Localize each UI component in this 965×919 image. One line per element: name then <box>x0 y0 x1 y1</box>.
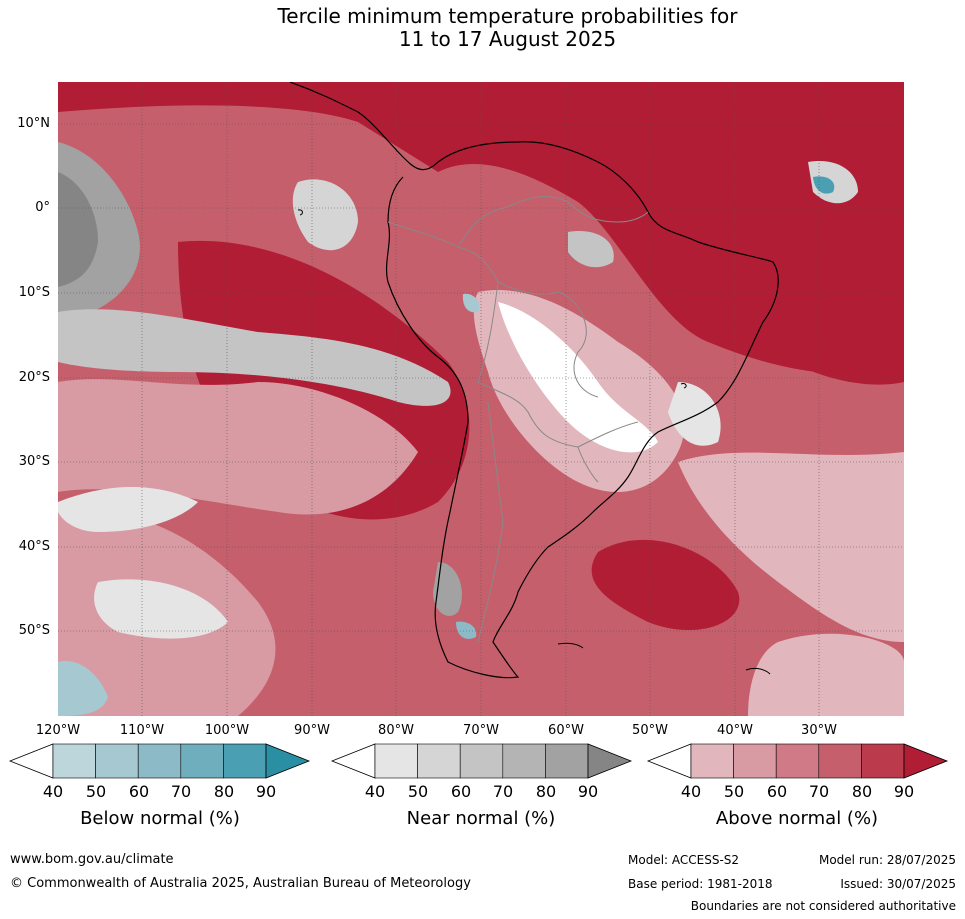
colorbar-near-normal <box>330 743 633 779</box>
lat-label: 10°N <box>17 116 50 131</box>
tick-label: 40 <box>42 782 64 801</box>
tick-label: 70 <box>808 782 830 801</box>
lon-label: 100°W <box>204 723 250 738</box>
lat-label: 50°S <box>18 623 50 638</box>
disclaimer-text: Boundaries are not considered authoritat… <box>690 899 956 913</box>
lon-label: 70°W <box>463 723 499 738</box>
region-near-50-equator <box>292 179 358 251</box>
lat-label: 0° <box>35 200 50 215</box>
tick-label: 80 <box>213 782 235 801</box>
region-no-signal-interior <box>498 302 658 453</box>
colorbar-arrow-right <box>265 743 311 779</box>
colorbar-below-normal <box>8 743 311 779</box>
base-period-text: Base period: 1981-2018 <box>628 877 773 891</box>
region-above-50-pacific <box>58 379 418 515</box>
lon-label: 90°W <box>294 723 330 738</box>
tick-label: 80 <box>535 782 557 801</box>
region-near-90-west <box>58 172 98 287</box>
tick-label: 70 <box>170 782 192 801</box>
lat-label: 30°S <box>18 454 50 469</box>
region-below-80-northeast <box>813 176 835 194</box>
lat-label: 10°S <box>18 285 50 300</box>
probability-map <box>58 82 904 716</box>
tick-label: 60 <box>128 782 150 801</box>
colorbar-title-below: Below normal (%) <box>80 808 240 829</box>
colorbar-segment <box>502 743 546 779</box>
lon-label: 60°W <box>548 723 584 738</box>
tick-label: 90 <box>577 782 599 801</box>
colorbar-segment <box>775 743 820 779</box>
colorbar-segment <box>545 743 589 779</box>
tick-label: 50 <box>723 782 745 801</box>
region-near-60-guiana <box>568 231 614 268</box>
colorbar-segment <box>733 743 777 779</box>
model-text: Model: ACCESS-S2 <box>628 853 740 867</box>
colorbar-above-normal <box>646 743 949 779</box>
lon-label: 50°W <box>632 723 668 738</box>
model-run-text: Model run: 28/07/2025 <box>818 853 956 867</box>
colorbar-segment <box>374 743 418 779</box>
tick-label: 60 <box>766 782 788 801</box>
tick-label: 40 <box>680 782 702 801</box>
region-near-80-chile <box>433 562 462 616</box>
tick-label: 50 <box>407 782 429 801</box>
copyright-text: © Commonwealth of Australia 2025, Austra… <box>10 876 471 891</box>
region-near-40-pacific-south <box>94 579 228 639</box>
lon-label: 30°W <box>801 723 837 738</box>
region-below-50-southwest <box>58 661 108 716</box>
colorbar-arrow-left <box>330 743 376 779</box>
region-above-40-south <box>748 633 904 716</box>
tick-label: 80 <box>851 782 873 801</box>
website-link[interactable]: www.bom.gov.au/climate <box>10 852 174 867</box>
colorbar-segment <box>861 743 905 779</box>
issued-text: Issued: 30/07/2025 <box>840 877 956 891</box>
region-above-90-east-atlantic <box>758 230 904 385</box>
colorbar-arrow-left <box>8 743 54 779</box>
colorbar-title-near: Near normal (%) <box>406 808 556 829</box>
colorbar-segment <box>137 743 182 779</box>
tick-label: 90 <box>893 782 915 801</box>
colorbar-arrow-right <box>587 743 633 779</box>
colorbar-segment <box>417 743 461 779</box>
colorbar-segment <box>818 743 862 779</box>
tick-label: 50 <box>85 782 107 801</box>
colorbar-title-above: Above normal (%) <box>715 808 879 829</box>
colorbar-segment <box>459 743 504 779</box>
chart-title: Tercile minimum temperature probabilitie… <box>0 5 965 51</box>
country-borders <box>387 196 649 643</box>
region-below-50-peru <box>462 293 480 313</box>
lon-label: 40°W <box>717 723 753 738</box>
lon-label: 110°W <box>119 723 165 738</box>
region-near-40-southwest <box>58 487 198 532</box>
islands <box>297 209 771 675</box>
map-canvas <box>58 82 904 716</box>
colorbar-segment <box>690 743 734 779</box>
region-near-50-northeast <box>808 161 858 204</box>
coastline-south-america <box>289 82 779 679</box>
lon-label: 80°W <box>378 723 414 738</box>
colorbar-segment <box>52 743 96 779</box>
region-near-40-brazil-coast <box>668 382 721 446</box>
colorbar-arrow-left <box>646 743 692 779</box>
region-above-90-north <box>58 82 904 375</box>
tick-label: 70 <box>492 782 514 801</box>
colorbar-segment <box>180 743 224 779</box>
region-above-90-south-atlantic <box>591 539 740 631</box>
colorbar-segment <box>95 743 139 779</box>
region-near-60-band <box>58 309 451 406</box>
colorbar-segment <box>223 743 267 779</box>
title-line-2: 11 to 17 August 2025 <box>398 27 617 51</box>
region-below-70-patagonia <box>456 621 477 639</box>
title-line-1: Tercile minimum temperature probabilitie… <box>277 4 738 28</box>
tick-label: 60 <box>450 782 472 801</box>
lon-label: 120°W <box>35 723 81 738</box>
tick-label: 40 <box>364 782 386 801</box>
lat-label: 40°S <box>18 539 50 554</box>
tick-label: 90 <box>255 782 277 801</box>
colorbar-arrow-right <box>903 743 949 779</box>
lat-label: 20°S <box>18 370 50 385</box>
